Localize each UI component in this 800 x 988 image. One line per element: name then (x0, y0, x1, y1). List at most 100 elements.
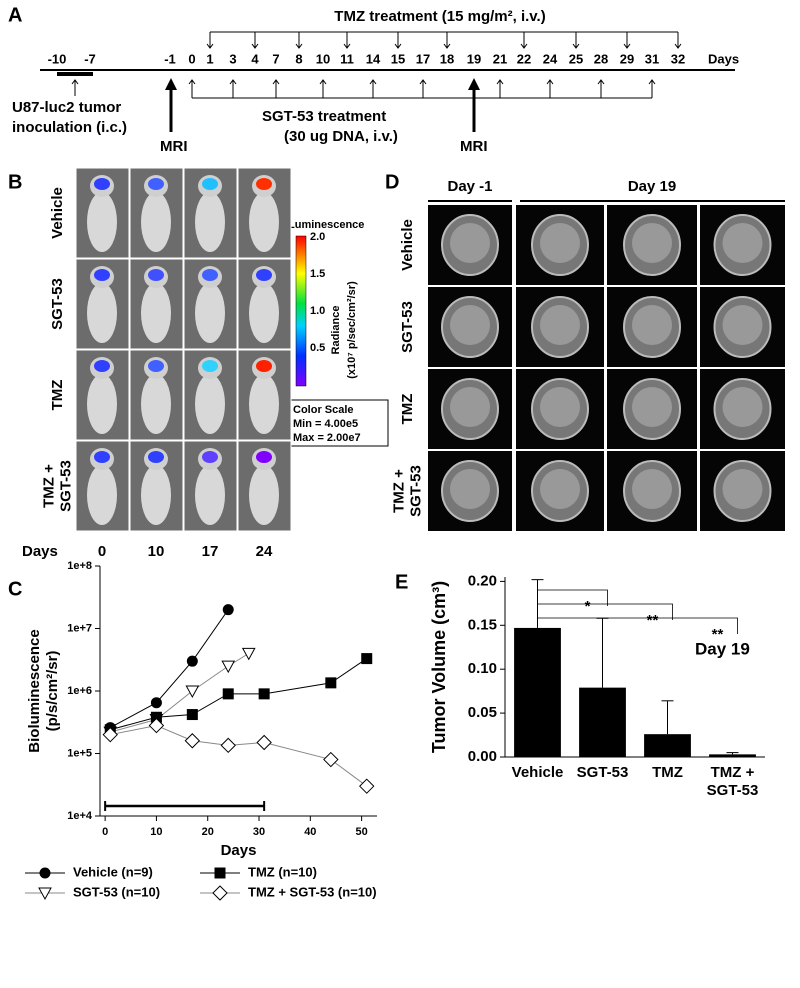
marker (359, 778, 375, 794)
bar (579, 687, 626, 757)
day-label: 1 (206, 51, 213, 66)
legend-label: TMZ + SGT-53 (n=10) (248, 884, 377, 899)
arrow-head (443, 43, 451, 49)
day-label: 3 (229, 51, 236, 66)
y-axis-title: Bioluminescence (26, 629, 43, 752)
x-tick-label: 10 (150, 826, 162, 838)
marker (186, 709, 198, 721)
signal (148, 269, 164, 281)
brain-inner (632, 387, 672, 427)
legend-label: Vehicle (n=9) (73, 864, 153, 879)
day-label: 4 (251, 51, 259, 66)
signal (94, 451, 110, 463)
arrow-head (188, 79, 196, 85)
marker (323, 751, 339, 768)
marker (241, 647, 256, 661)
colorbar-tick: 1.5 (310, 268, 325, 280)
arrow-head (546, 79, 554, 85)
arrow-head (206, 43, 214, 49)
significance: ** (712, 626, 724, 643)
brain-inner (450, 469, 490, 509)
series-line (110, 609, 229, 729)
y-tick-label: 0.05 (468, 704, 497, 721)
day-label: 31 (645, 51, 659, 66)
y-tick-label: 1e+6 (67, 685, 92, 697)
day-label: 24 (543, 51, 558, 66)
annotation: Day 19 (695, 639, 750, 658)
mri-header: Day -1 (447, 178, 492, 195)
arrow-head (343, 43, 351, 49)
marker (185, 685, 200, 699)
significance-bracket (537, 603, 673, 620)
mri-header: Day 19 (628, 178, 676, 195)
colorbar-tick: 1.0 (310, 305, 325, 317)
day-label: 19 (467, 51, 481, 66)
brain-inner (722, 469, 763, 509)
row-label: SGT-53 (57, 460, 74, 512)
marker (361, 653, 373, 665)
bar (709, 754, 756, 757)
day-label: 10 (316, 51, 330, 66)
y-tick-label: 0.15 (468, 616, 497, 633)
panel-label: E (395, 571, 408, 593)
timeline-lines (40, 31, 735, 132)
row-label: SGT-53 (407, 465, 424, 517)
arrow-head (369, 79, 377, 85)
mouse-body (249, 465, 279, 525)
mouse-body (87, 283, 117, 343)
arrow-head (295, 43, 303, 49)
marker (214, 867, 226, 879)
x-tick-label: SGT-53 (707, 782, 759, 799)
signal (202, 451, 218, 463)
significance-bracket (537, 617, 738, 634)
colorbar (295, 235, 307, 387)
x-tick-label: 40 (304, 826, 316, 838)
day-label: 21 (493, 51, 507, 66)
arrow-head (572, 43, 580, 49)
mouse-body (141, 465, 171, 525)
marker (258, 688, 270, 700)
signal (202, 269, 218, 281)
panel-label: A (8, 4, 22, 26)
x-tick-label: Vehicle (512, 764, 564, 781)
inoculation: U87-luc2 tumor (12, 99, 121, 116)
marker (184, 733, 201, 749)
mouse-body (249, 374, 279, 434)
bar (514, 627, 561, 757)
y-tick-label: 1e+8 (67, 560, 92, 572)
arrow-head (71, 79, 79, 85)
y-axis-title: (p/s/cm²/sr) (44, 651, 61, 732)
day-label: 10 (148, 543, 165, 560)
scale-text: Color Scale (293, 404, 354, 416)
brain-inner (722, 305, 763, 345)
mouse-body (195, 283, 225, 343)
mouse-body (87, 374, 117, 434)
bar (644, 734, 691, 757)
marker (186, 655, 198, 667)
marker (222, 604, 234, 616)
marker (102, 726, 118, 743)
arrow-head (394, 43, 402, 49)
signal (94, 178, 110, 190)
brain-inner (540, 469, 580, 509)
arrow-head (674, 43, 682, 49)
arrow-head (319, 79, 327, 85)
signal (94, 269, 110, 281)
significance-bracket (537, 589, 608, 606)
signal (94, 360, 110, 372)
day-label: 17 (416, 51, 430, 66)
row-label: SGT-53 (49, 278, 66, 330)
legend-label: TMZ (n=10) (248, 864, 317, 879)
brain-inner (540, 387, 580, 427)
row-label: Vehicle (49, 187, 66, 239)
marker (221, 660, 236, 674)
y-tick-label: 1e+4 (67, 810, 93, 822)
signal (148, 360, 164, 372)
mouse-body (87, 465, 117, 525)
brain-inner (540, 223, 580, 263)
colorbar-label: Radiance (330, 306, 342, 355)
mouse-body (141, 192, 171, 252)
colorbar-label: (x10⁷ p/sec/cm²/sr) (346, 281, 358, 379)
arrow-head (468, 78, 480, 90)
